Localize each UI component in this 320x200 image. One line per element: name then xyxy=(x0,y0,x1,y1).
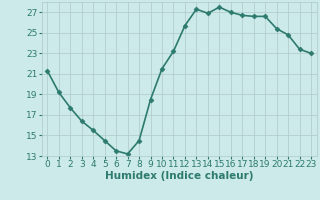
X-axis label: Humidex (Indice chaleur): Humidex (Indice chaleur) xyxy=(105,171,253,181)
